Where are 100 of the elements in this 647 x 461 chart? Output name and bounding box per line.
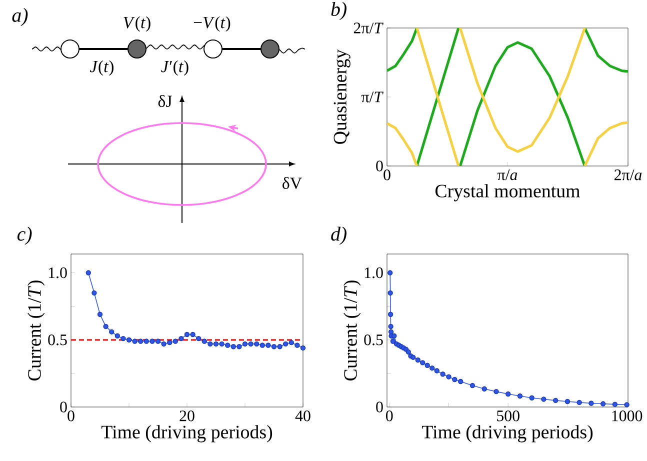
point xyxy=(300,345,306,351)
point xyxy=(126,337,132,342)
point xyxy=(120,336,126,342)
point xyxy=(564,398,570,404)
point xyxy=(283,341,288,347)
point xyxy=(494,388,499,394)
point xyxy=(406,349,411,355)
point xyxy=(624,402,630,408)
point xyxy=(103,324,108,330)
x-tick-label: 0 xyxy=(386,410,393,422)
point xyxy=(288,340,294,346)
point xyxy=(541,396,546,402)
y-axis-title: Current (1/T) xyxy=(28,280,45,380)
point xyxy=(612,402,618,407)
point xyxy=(161,341,166,347)
point xyxy=(410,354,416,360)
chart-title: b) xyxy=(331,2,346,20)
y-tick-label: 2π/T xyxy=(354,22,384,34)
point xyxy=(506,391,511,397)
point xyxy=(277,344,282,350)
point xyxy=(219,341,224,347)
text: a) xyxy=(12,8,28,26)
point xyxy=(390,338,396,344)
point xyxy=(434,368,440,374)
x-tick-label: 0 xyxy=(384,170,390,180)
point xyxy=(236,344,242,350)
y-tick-label: 1.0 xyxy=(364,267,383,278)
point xyxy=(294,342,300,348)
point xyxy=(430,365,435,371)
point xyxy=(529,395,534,400)
text: δJ xyxy=(158,95,172,107)
y-tick-label: 0 xyxy=(376,402,383,412)
point xyxy=(172,338,178,344)
x-tick-label: 1000 xyxy=(612,410,642,422)
point xyxy=(482,386,487,392)
point xyxy=(242,341,248,347)
text: δV xyxy=(282,176,302,190)
point xyxy=(388,290,393,296)
text: V(t) xyxy=(124,16,150,32)
point xyxy=(213,341,219,347)
point xyxy=(588,400,594,406)
x-tick-label: 500 xyxy=(497,410,520,422)
x-axis-title: Time (driving periods) xyxy=(101,425,272,442)
point xyxy=(420,360,426,366)
y-tick-label: 0.5 xyxy=(364,334,383,346)
text: J′(t) xyxy=(161,60,188,76)
point xyxy=(552,398,558,404)
point xyxy=(517,393,523,399)
text: J(t) xyxy=(90,60,114,76)
point xyxy=(202,338,207,344)
point xyxy=(190,332,196,338)
chart-title: d) xyxy=(331,226,346,245)
x-tick-label: 2π/a xyxy=(614,170,642,180)
x-tick-label: 40 xyxy=(295,410,310,422)
y-tick-label: π/T xyxy=(361,92,384,102)
point xyxy=(576,400,582,406)
point xyxy=(109,329,114,334)
point xyxy=(440,372,446,377)
y-tick-label: 0 xyxy=(60,402,67,412)
point xyxy=(196,336,202,342)
point xyxy=(230,344,236,350)
point xyxy=(97,312,103,317)
point xyxy=(138,338,144,344)
point xyxy=(208,341,213,347)
point xyxy=(132,338,138,344)
point xyxy=(600,401,606,406)
y-axis-title: Current (1/T) xyxy=(344,280,361,380)
point xyxy=(155,338,161,344)
point xyxy=(144,338,149,344)
point xyxy=(271,344,277,350)
point xyxy=(92,290,97,296)
point xyxy=(392,333,397,338)
point xyxy=(167,340,172,346)
x-axis-title: Crystal momentum xyxy=(435,184,580,202)
x-tick-label: 20 xyxy=(180,410,194,422)
point xyxy=(470,382,476,388)
x-axis-title: Time (driving periods) xyxy=(422,425,593,442)
point xyxy=(388,312,394,317)
chart-title: c) xyxy=(17,226,32,245)
y-axis-title: Quasienergy xyxy=(334,49,350,144)
y-tick-label: 0 xyxy=(376,160,383,172)
point xyxy=(458,378,464,384)
point xyxy=(266,342,271,348)
point xyxy=(184,332,190,338)
point xyxy=(178,336,184,342)
point xyxy=(248,341,254,347)
point xyxy=(388,324,394,330)
point xyxy=(150,338,155,344)
point xyxy=(225,342,230,348)
point xyxy=(260,342,265,348)
point xyxy=(446,374,452,380)
point xyxy=(452,376,458,382)
y-tick-label: 1.0 xyxy=(48,267,67,278)
x-tick-label: 0 xyxy=(68,410,74,422)
text: −V(t) xyxy=(194,16,230,32)
point xyxy=(86,270,91,276)
point xyxy=(415,357,420,363)
point xyxy=(254,341,260,347)
y-tick-label: 0.5 xyxy=(48,334,67,346)
point xyxy=(424,362,430,368)
